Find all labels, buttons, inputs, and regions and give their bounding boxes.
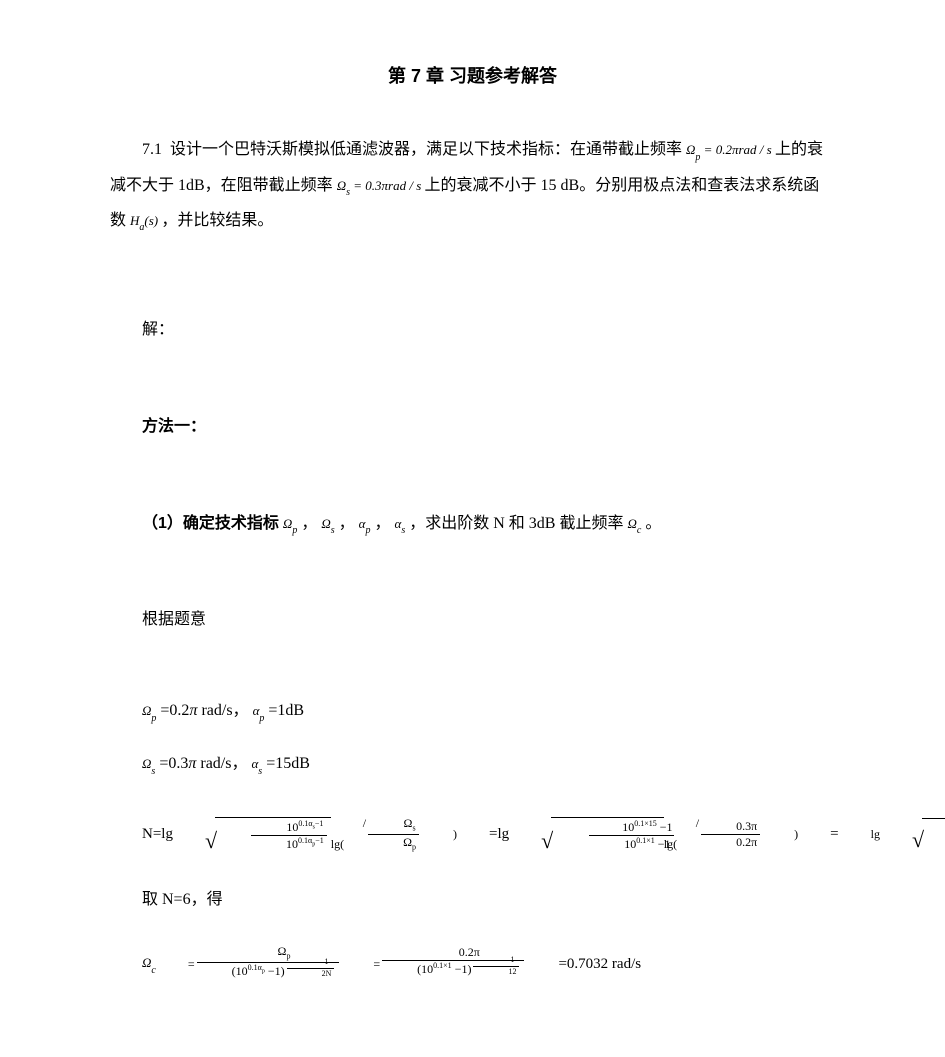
omega-p-expr: Ωp = 0.2πrad / s <box>686 142 775 157</box>
eq-omega-s-alpha-s: Ωs =0.3π rad/s， αs =15dB <box>110 750 835 779</box>
alpha-s-sym: αs <box>395 516 406 531</box>
solution-label: 解： <box>110 316 835 345</box>
step-1-label: （1）确定技术指标 <box>142 515 279 532</box>
take-n-6: 取 N=6，得 <box>110 886 835 915</box>
alpha-p-sym: αp <box>359 516 371 531</box>
problem-text-d: ，并比较结果。 <box>161 212 273 229</box>
ha-s: Ha(s) <box>130 213 161 228</box>
step-1-text-b: ，求出阶数 N 和 3dB 截止频率 <box>409 515 623 532</box>
problem-text-a: 设计一个巴特沃斯模拟低通滤波器，满足以下技术指标：在通带截止频率 <box>170 141 682 158</box>
step-1: （1）确定技术指标 Ωp ， Ωs ， αp ， αs ，求出阶数 N 和 3d… <box>110 510 835 539</box>
omega-p-sym: Ωp <box>283 516 297 531</box>
eq-omega-c: Ωc = Ωp (100.1αp −1)12N = 0.2π (100.1×1 … <box>110 945 835 985</box>
eq-N: N=lg √ 100.1αs−1 100.1αp−1 / lg( Ωs Ωp )… <box>110 813 835 856</box>
eq-omega-p-alpha-p: Ωp =0.2π rad/s， αp =1dB <box>110 697 835 726</box>
chapter-title: 第 7 章 习题参考解答 <box>110 60 835 92</box>
problem-statement: 7.1 设计一个巴特沃斯模拟低通滤波器，满足以下技术指标：在通带截止频率 Ωp … <box>110 132 835 238</box>
method-1-label: 方法一： <box>110 413 835 442</box>
given-label: 根据题意 <box>110 606 835 635</box>
omega-s-sym: Ωs <box>321 516 334 531</box>
omega-c-sym: Ωc <box>627 516 641 531</box>
problem-number: 7.1 <box>142 141 162 158</box>
omega-s-expr: Ωs = 0.3πrad / s <box>337 178 425 193</box>
